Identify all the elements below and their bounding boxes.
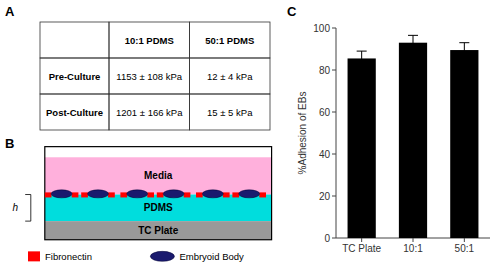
y-tick-label: 60 [319,107,331,118]
axes: 0 20 40 60 80 100 %Adhesion of EBs TC Plate 10:1… [297,23,491,255]
y-tick [332,28,336,29]
figure: A 10:1 PDMS 50:1 PDMS Pre-Culture 1153 ± 108… [0,0,500,269]
x-tick-label: 10:1 [403,243,423,254]
fibronectin [259,192,266,197]
table-cell [40,58,109,94]
x-tick [413,238,414,242]
embryoid-body [239,190,260,198]
table-text: Post-Culture [46,107,103,118]
fibronectin [223,192,230,197]
y-axis-label: %Adhesion of EBs [297,92,308,175]
annotation: h [13,202,19,213]
chamber-border [45,147,272,240]
table-cell [190,94,271,130]
table-text: Pre-Culture [49,71,101,82]
thickness-brace [25,195,31,222]
x-tick-label: 50:1 [455,243,475,254]
legend-entry: Embryoid Body [179,251,244,262]
embryoid-body [51,190,72,198]
table-cell [109,58,190,94]
diagram: Media PDMS TC Plate h Fibronectin Embryoid Bo… [13,147,272,262]
table-text: 15 ± 5 kPa [207,107,253,118]
embryoid-body [163,190,184,198]
legend-swatch [28,251,40,261]
table-text: 1153 ± 108 kPa [116,71,182,82]
y-tick [332,112,336,113]
bar [450,50,478,238]
table-cell [190,22,271,58]
panel-title: B [5,136,14,151]
bar [399,43,427,238]
y-axis [336,28,337,238]
bars [348,35,479,238]
error-bar [459,43,469,58]
panel-title: C [287,4,297,19]
layer-label: Media [144,170,173,181]
headspace [45,147,272,158]
fibronectin [184,192,191,197]
y-tick-label: 20 [319,191,331,202]
table-text: 1201 ± 166 kPa [116,107,183,118]
y-tick-label: 0 [324,233,330,244]
layer [45,195,272,222]
y-tick [332,238,336,239]
x-tick-label: TC Plate [342,243,381,254]
panel-title: A [5,4,15,19]
fibronectin [108,192,115,197]
layer [45,221,272,240]
table-cell [109,94,190,130]
layer [45,157,272,194]
table-header: 10:1 PDMS [125,35,174,46]
embryoid-body [127,190,148,198]
embryoid-body [202,190,223,198]
y-tick-label: 80 [319,65,331,76]
error-bar [357,51,367,66]
layer-label: TC Plate [138,225,178,236]
x-tick [361,238,362,242]
y-tick-label: 100 [313,23,330,34]
fibronectin [196,192,203,197]
fibronectin [72,192,79,197]
layer-label: PDMS [144,202,173,213]
fibronectin [45,192,52,197]
y-tick [332,196,336,197]
table-cell [40,94,109,130]
bar [348,58,376,238]
fibronectin [120,192,127,197]
table-cell [109,22,190,58]
table: 10:1 PDMS 50:1 PDMS Pre-Culture 1153 ± 108 … [40,22,270,130]
legend-entry: Fibronectin [45,251,92,262]
legend-swatch [150,251,174,261]
table-header: 50:1 PDMS [205,35,254,46]
y-tick [332,70,336,71]
y-tick [332,154,336,155]
fibronectin [232,192,239,197]
y-tick-label: 40 [319,149,331,160]
fibronectin [81,192,88,197]
fibronectin [157,192,164,197]
fibronectin [147,192,154,197]
x-tick [464,238,465,242]
legend: Fibronectin Embryoid Body [28,251,244,262]
table-cell [190,58,271,94]
table-cell [40,22,109,58]
error-bar [408,35,418,50]
table-text: 12 ± 4 kPa [207,71,253,82]
embryoid-body [88,190,109,198]
